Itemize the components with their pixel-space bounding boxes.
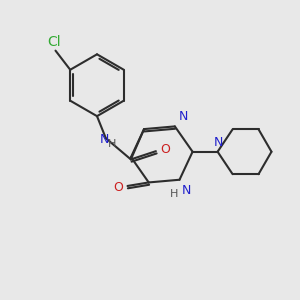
Text: N: N [214, 136, 223, 149]
Text: Cl: Cl [47, 35, 61, 49]
Text: N: N [178, 110, 188, 123]
Text: N: N [182, 184, 191, 197]
Text: H: H [108, 139, 116, 148]
Text: N: N [100, 133, 109, 146]
Text: H: H [170, 189, 178, 199]
Text: O: O [113, 181, 123, 194]
Text: O: O [160, 143, 170, 157]
